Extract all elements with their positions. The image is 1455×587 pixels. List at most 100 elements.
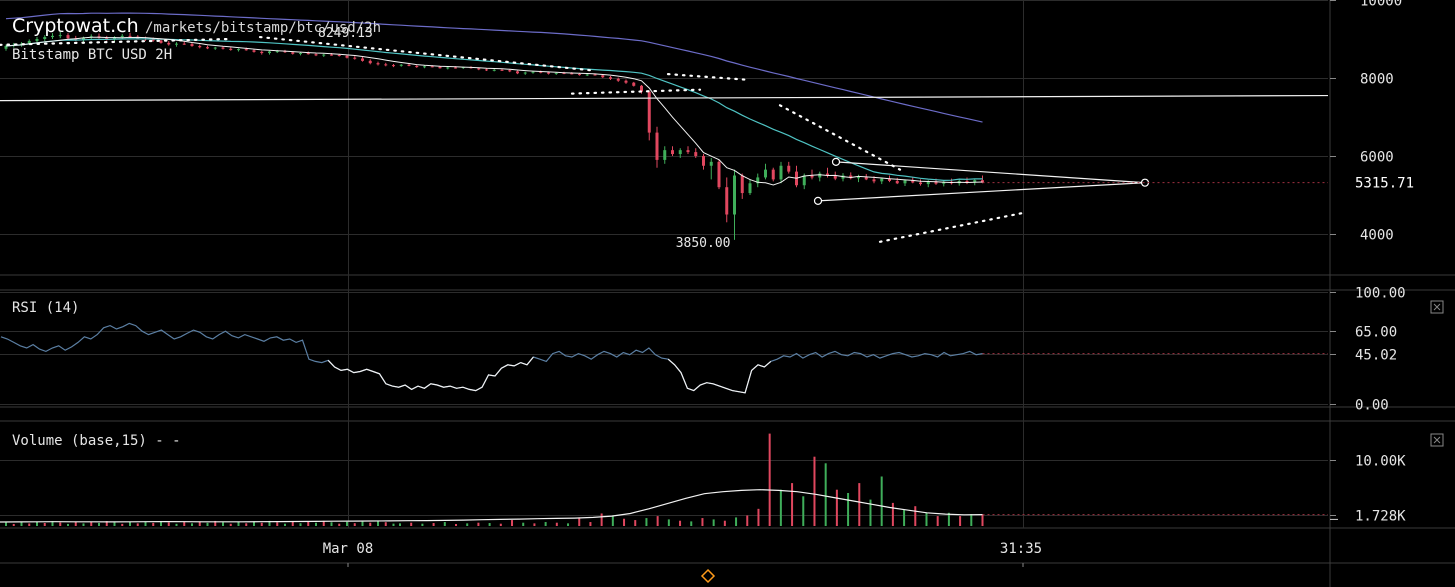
rsi-close-button[interactable]	[1430, 300, 1444, 314]
volume-bar	[361, 521, 364, 526]
volume-bar	[623, 518, 626, 526]
volume-bar	[183, 521, 186, 526]
price-candle	[260, 50, 264, 55]
price-tick-label: 4000	[1360, 228, 1394, 244]
volume-bar	[268, 520, 271, 526]
volume-bar	[51, 521, 54, 526]
price-candle	[942, 180, 946, 187]
diamond-icon[interactable]	[700, 568, 716, 584]
volume-bar	[544, 522, 547, 526]
volume-bar	[5, 522, 7, 526]
price-candle	[609, 76, 612, 80]
volume-bar	[113, 522, 116, 526]
dotted-channel-line	[0, 37, 232, 46]
low-price-label: 3850.00	[676, 236, 731, 251]
price-candle	[182, 41, 186, 45]
price-candle	[903, 179, 907, 187]
triangle-lower-line	[817, 182, 1146, 202]
price-candle	[43, 35, 47, 41]
price-candle	[446, 66, 450, 70]
price-candle	[268, 50, 271, 55]
close-icon	[1433, 436, 1441, 444]
volume-bar	[757, 508, 760, 526]
volume-bar	[245, 523, 248, 526]
high-price-label: 8249.13	[318, 26, 373, 41]
volume-bar	[555, 522, 558, 526]
price-candle	[725, 177, 729, 223]
volume-bar	[377, 520, 379, 526]
volume-bar	[847, 493, 850, 526]
volume-bar	[392, 523, 395, 526]
price-panel[interactable]: 3850.00	[0, 12, 1329, 251]
volume-bar	[121, 523, 124, 526]
price-candle	[965, 177, 969, 185]
support-trendline	[0, 94, 1329, 102]
volume-bar	[723, 520, 726, 526]
volume-bar	[43, 522, 46, 526]
trendline-handle[interactable]	[831, 157, 841, 166]
price-candle	[818, 171, 822, 182]
volume-bar	[667, 519, 670, 526]
volume-bar	[369, 522, 372, 526]
volume-bar	[522, 522, 525, 526]
volume-bar	[712, 519, 715, 526]
volume-bar	[813, 456, 816, 526]
rsi-tick-label: 0.00	[1355, 398, 1389, 414]
rsi-tick-label: 100.00	[1355, 286, 1406, 302]
market-path[interactable]: /markets/bitstamp/btc/usd/2h	[145, 20, 381, 36]
volume-bar	[634, 520, 637, 526]
volume-bar	[802, 496, 805, 526]
price-candle	[299, 52, 302, 56]
volume-bar	[59, 522, 62, 526]
volume-bar	[679, 520, 682, 526]
volume-bar	[291, 521, 294, 526]
volume-ma-line	[0, 489, 983, 523]
price-candle	[849, 172, 853, 180]
dotted-channel-line	[778, 104, 902, 171]
price-candle	[857, 174, 860, 183]
volume-bar	[152, 522, 155, 526]
volume-bar	[160, 521, 162, 526]
volume-bar	[299, 523, 302, 526]
volume-bar	[167, 522, 170, 526]
volume-bar	[276, 522, 279, 526]
price-candle	[128, 32, 132, 38]
volume-bar	[20, 522, 23, 526]
site-title[interactable]: Cryptowat.ch	[12, 15, 139, 37]
price-candle	[492, 69, 496, 72]
volume-bar	[136, 523, 139, 526]
time-tick-label: Mar 08	[323, 541, 374, 557]
rsi-panel[interactable]	[0, 322, 1328, 394]
price-candle	[58, 31, 62, 39]
time-tick-label: 31:35	[1000, 541, 1042, 557]
price-candle	[485, 68, 488, 71]
volume-bar	[175, 523, 178, 526]
volume-bar	[315, 522, 317, 526]
price-candle	[237, 48, 240, 52]
price-candle	[616, 77, 620, 82]
rsi-line	[0, 322, 983, 394]
volume-close-button[interactable]	[1430, 433, 1444, 447]
volume-bar	[191, 523, 193, 526]
volume-bar	[260, 522, 263, 526]
price-candle	[678, 148, 682, 158]
volume-bar	[443, 522, 446, 526]
trendline-handle[interactable]	[813, 196, 823, 205]
price-candle	[748, 179, 752, 195]
time-axis[interactable]: Mar 08 31:35	[323, 541, 1042, 567]
price-tick-label: 10000	[1360, 0, 1402, 10]
volume-tick-label: 10.00K	[1355, 454, 1406, 470]
volume-panel[interactable]	[0, 433, 1328, 526]
volume-bar	[970, 514, 973, 526]
volume-bar	[936, 516, 939, 526]
price-overlays: 3850.00	[0, 12, 1329, 251]
price-candle	[686, 146, 690, 155]
rsi-tick-label: 65.00	[1355, 325, 1397, 341]
volume-bar	[735, 517, 738, 526]
volume-bar	[746, 515, 749, 526]
price-candle	[314, 53, 318, 57]
dotted-channel-line	[258, 35, 592, 72]
price-candle	[361, 56, 364, 62]
dotted-channel-line	[878, 211, 1027, 243]
